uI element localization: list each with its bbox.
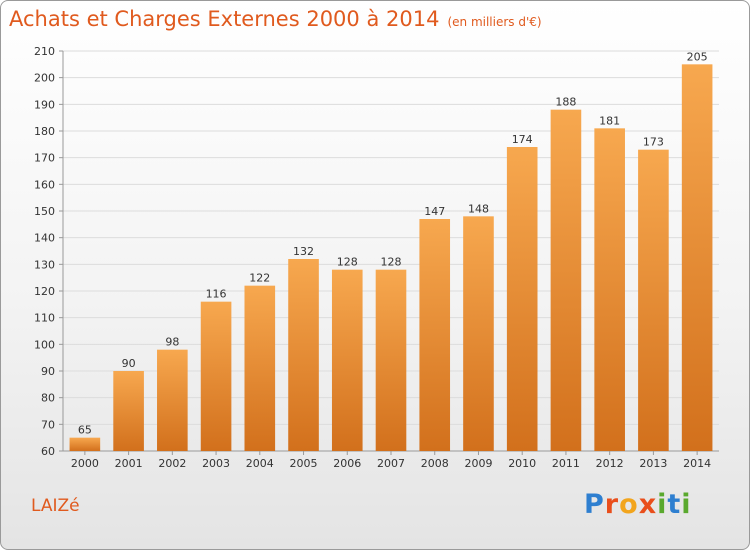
data-label-2005: 132 bbox=[293, 245, 314, 258]
data-label-2008: 147 bbox=[424, 205, 445, 218]
y-tick-label: 110 bbox=[34, 312, 55, 325]
x-tick-label-2009: 2009 bbox=[464, 457, 492, 470]
x-tick-label-2002: 2002 bbox=[158, 457, 186, 470]
x-tick-label-2008: 2008 bbox=[421, 457, 449, 470]
y-tick-label: 120 bbox=[34, 285, 55, 298]
data-label-2009: 148 bbox=[468, 202, 489, 215]
y-tick-label: 70 bbox=[41, 418, 55, 431]
x-tick-label-2012: 2012 bbox=[596, 457, 624, 470]
y-tick-label: 200 bbox=[34, 72, 55, 85]
chart-unit-note: (en milliers d'€) bbox=[447, 15, 542, 29]
bar-2005 bbox=[288, 259, 319, 451]
bar-2013 bbox=[638, 149, 669, 451]
bar-2006 bbox=[331, 269, 363, 451]
data-label-2001: 90 bbox=[122, 357, 136, 370]
data-label-2011: 188 bbox=[555, 96, 576, 109]
y-tick-label: 90 bbox=[41, 365, 55, 378]
x-tick-label-2001: 2001 bbox=[115, 457, 143, 470]
y-tick-label: 130 bbox=[34, 258, 55, 271]
bar-2011 bbox=[550, 109, 582, 452]
bar-2014 bbox=[681, 64, 713, 452]
proxiti-logo: Proxiti bbox=[584, 489, 692, 520]
x-tick-label-2014: 2014 bbox=[683, 457, 711, 470]
x-tick-label-2007: 2007 bbox=[377, 457, 405, 470]
data-label-2000: 65 bbox=[78, 424, 92, 437]
data-label-2004: 122 bbox=[249, 272, 270, 285]
bar-2009 bbox=[463, 216, 494, 451]
x-tick-label-2005: 2005 bbox=[290, 457, 318, 470]
bar-2001 bbox=[113, 371, 144, 451]
bar-2002 bbox=[157, 349, 188, 451]
data-label-2013: 173 bbox=[643, 136, 664, 149]
chart-title: Achats et Charges Externes 2000 à 2014 (e… bbox=[9, 7, 542, 31]
data-label-2003: 116 bbox=[206, 288, 227, 301]
y-tick-label: 180 bbox=[34, 125, 55, 138]
chart-title-text: Achats et Charges Externes 2000 à 2014 bbox=[9, 7, 440, 31]
x-tick-label-2013: 2013 bbox=[639, 457, 667, 470]
y-tick-label: 170 bbox=[34, 152, 55, 165]
bar-2004 bbox=[244, 285, 276, 451]
x-tick-label-2003: 2003 bbox=[202, 457, 230, 470]
data-label-2007: 128 bbox=[381, 256, 402, 269]
bar-2012 bbox=[594, 128, 625, 451]
commune-name: LAIZé bbox=[31, 496, 80, 516]
y-tick-label: 60 bbox=[41, 445, 55, 458]
x-tick-label-2004: 2004 bbox=[246, 457, 274, 470]
y-tick-label: 210 bbox=[34, 45, 55, 58]
bar-2003 bbox=[200, 301, 232, 451]
x-tick-label-2006: 2006 bbox=[333, 457, 361, 470]
x-tick-label-2010: 2010 bbox=[508, 457, 536, 470]
y-tick-label: 190 bbox=[34, 98, 55, 111]
data-label-2006: 128 bbox=[337, 256, 358, 269]
bar-2010 bbox=[506, 147, 538, 451]
y-tick-label: 150 bbox=[34, 205, 55, 218]
bar-2007 bbox=[375, 269, 407, 451]
y-tick-label: 80 bbox=[41, 392, 55, 405]
data-label-2002: 98 bbox=[165, 336, 179, 349]
y-tick-label: 160 bbox=[34, 178, 55, 191]
y-tick-label: 100 bbox=[34, 338, 55, 351]
data-label-2010: 174 bbox=[512, 133, 533, 146]
bar-2008 bbox=[419, 219, 451, 451]
x-tick-label-2011: 2011 bbox=[552, 457, 580, 470]
bar-2000 bbox=[69, 437, 101, 451]
x-tick-label-2000: 2000 bbox=[71, 457, 99, 470]
data-label-2012: 181 bbox=[599, 114, 620, 127]
y-tick-label: 140 bbox=[34, 232, 55, 245]
data-label-2014: 205 bbox=[687, 50, 708, 63]
